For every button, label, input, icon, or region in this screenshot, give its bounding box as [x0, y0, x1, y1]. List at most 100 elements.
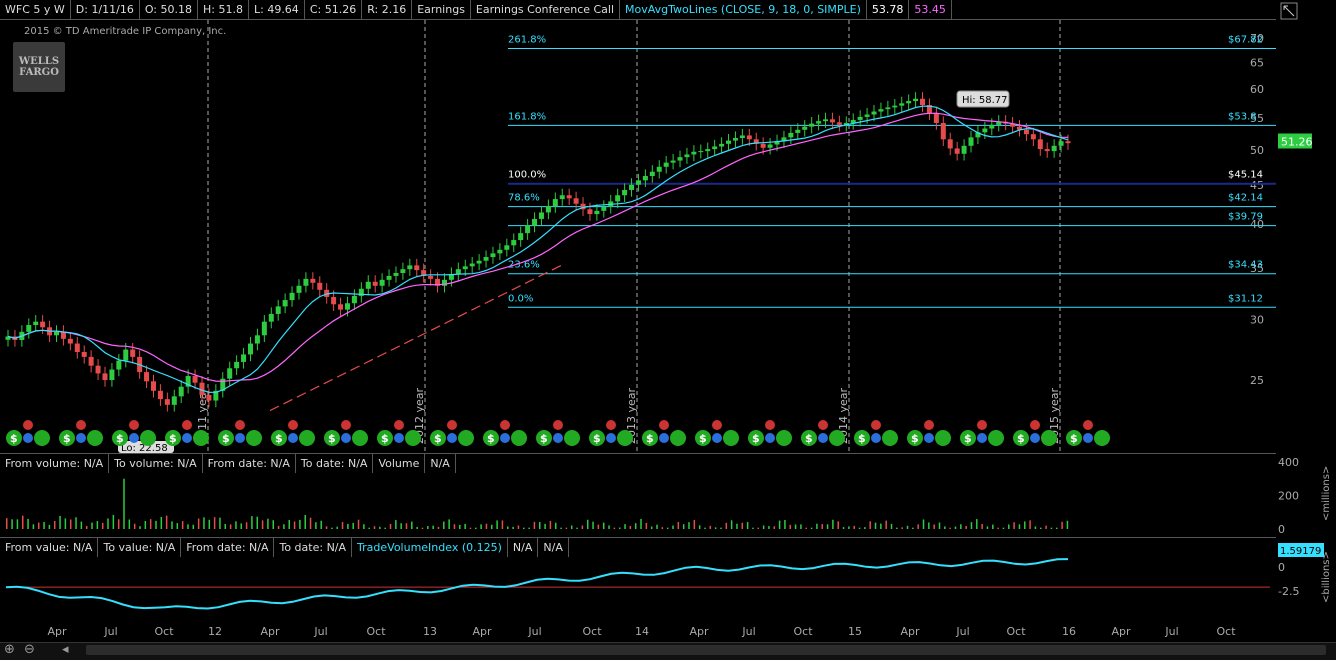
candle-body [545, 206, 551, 213]
volume-bar [688, 522, 690, 529]
tvi-value-1: N/A [508, 538, 539, 557]
volume-bar [155, 520, 157, 529]
candle-body [532, 218, 538, 226]
fib-percent-label: 261.8% [508, 35, 546, 46]
vol-to-date: To date: N/A [296, 454, 374, 473]
candle-body [303, 278, 309, 286]
candle-body [1017, 126, 1023, 130]
zoom-in-icon[interactable]: ⊕ [4, 642, 15, 657]
candle-body [615, 195, 621, 202]
candle-body [788, 132, 794, 138]
volume-bar [325, 526, 328, 529]
volume-bar [752, 527, 754, 529]
dividend-icon [695, 430, 711, 446]
volume-bar [96, 521, 99, 529]
volume-bar [938, 522, 941, 529]
low-label: L: 49.64 [249, 0, 305, 19]
x-axis-label: Jul [741, 625, 755, 638]
volume-bar [427, 526, 429, 529]
volume-bar [773, 526, 776, 529]
logo-line1: WELLS [18, 56, 60, 67]
volume-bar [69, 519, 72, 529]
candle-body [926, 105, 932, 114]
volume-bar [992, 524, 994, 529]
volume-bar [784, 519, 786, 529]
candle-body [338, 304, 344, 310]
candle-body [40, 321, 46, 328]
fib-percent-label: 100.0% [508, 170, 546, 181]
earnings-icon [447, 420, 457, 430]
candle-body [1058, 141, 1064, 146]
volume-tick-label: 0 [1278, 523, 1285, 536]
candle-body [511, 240, 517, 246]
earnings-icon [341, 420, 351, 430]
dividend-icon-glyph: $ [964, 432, 972, 445]
volume-bar [203, 517, 205, 529]
dividend-icon [218, 430, 234, 446]
tvi-last-tag [1278, 543, 1324, 557]
volume-bar [922, 519, 925, 529]
dividend-icon-glyph: $ [1017, 432, 1025, 445]
scroll-left-icon[interactable]: ◂ [62, 642, 69, 657]
tvi-unit-label: <billions> [1321, 551, 1332, 603]
volume-bar [672, 525, 674, 529]
earnings-label[interactable]: Earnings [412, 0, 471, 19]
conference-call-icon [500, 433, 510, 443]
volume-bar [539, 522, 541, 529]
volume-bar [1034, 526, 1037, 529]
conference-call-icon [76, 433, 86, 443]
conference-call-icon [659, 433, 669, 443]
volume-bar [976, 519, 978, 529]
candle-body [261, 321, 267, 336]
volume-bar [869, 521, 871, 529]
to-value: To value: N/A [98, 538, 182, 557]
volume-tick-label: 200 [1278, 490, 1299, 503]
dividend-icon-glyph: $ [63, 432, 71, 445]
volume-bar [954, 526, 957, 529]
candle-body [587, 209, 593, 215]
earnings-icon [235, 420, 245, 430]
volume-bar [608, 525, 610, 529]
year-marker-label: 2014 year [837, 387, 850, 444]
horizontal-scrollbar[interactable] [86, 645, 1326, 655]
candle-body [171, 396, 177, 405]
volume-bar [544, 523, 546, 529]
volume-bar [21, 515, 24, 529]
volume-bar [682, 524, 685, 529]
x-axis-label: 15 [848, 625, 862, 638]
volume-bar [890, 523, 893, 529]
volume-bar [43, 522, 45, 529]
zoom-out-icon[interactable]: ⊖ [24, 642, 35, 657]
conference-call-icon [553, 433, 563, 443]
candle-body [698, 151, 704, 153]
volume-bar [293, 521, 296, 529]
earnings-icon [129, 420, 139, 430]
volume-bar [821, 524, 823, 529]
candle-body [5, 336, 11, 340]
volume-bar [160, 516, 163, 529]
dividend-icon-glyph: $ [699, 432, 707, 445]
earnings-icon [182, 420, 192, 430]
expand-icon[interactable] [1280, 2, 1298, 20]
study-label[interactable]: MovAvgTwoLines (CLOSE, 9, 18, 0, SIMPLE) [620, 0, 867, 19]
candle-body [102, 373, 108, 380]
range-label: R: 2.16 [362, 0, 413, 19]
price-tick-label: 70 [1250, 32, 1264, 45]
dividend-icon [511, 430, 527, 446]
volume-bar [272, 520, 274, 529]
volume-study-name[interactable]: Volume [373, 454, 426, 473]
candle-body [732, 138, 738, 141]
tvi-tick-label: -2.5 [1278, 585, 1299, 598]
candle-body [850, 119, 856, 123]
volume-bar [725, 522, 728, 529]
candle-body [344, 303, 350, 310]
tvi-study-name[interactable]: TradeVolumeIndex (0.125) [352, 538, 508, 557]
price-tick-label: 45 [1250, 179, 1264, 192]
dividend-icon-glyph: $ [487, 432, 495, 445]
earnings-call-label[interactable]: Earnings Conference Call [471, 0, 621, 19]
volume-bar [666, 527, 669, 529]
symbol-label[interactable]: WFC 5 y W [0, 0, 71, 19]
candle-body [26, 325, 32, 332]
volume-bar [277, 525, 280, 529]
